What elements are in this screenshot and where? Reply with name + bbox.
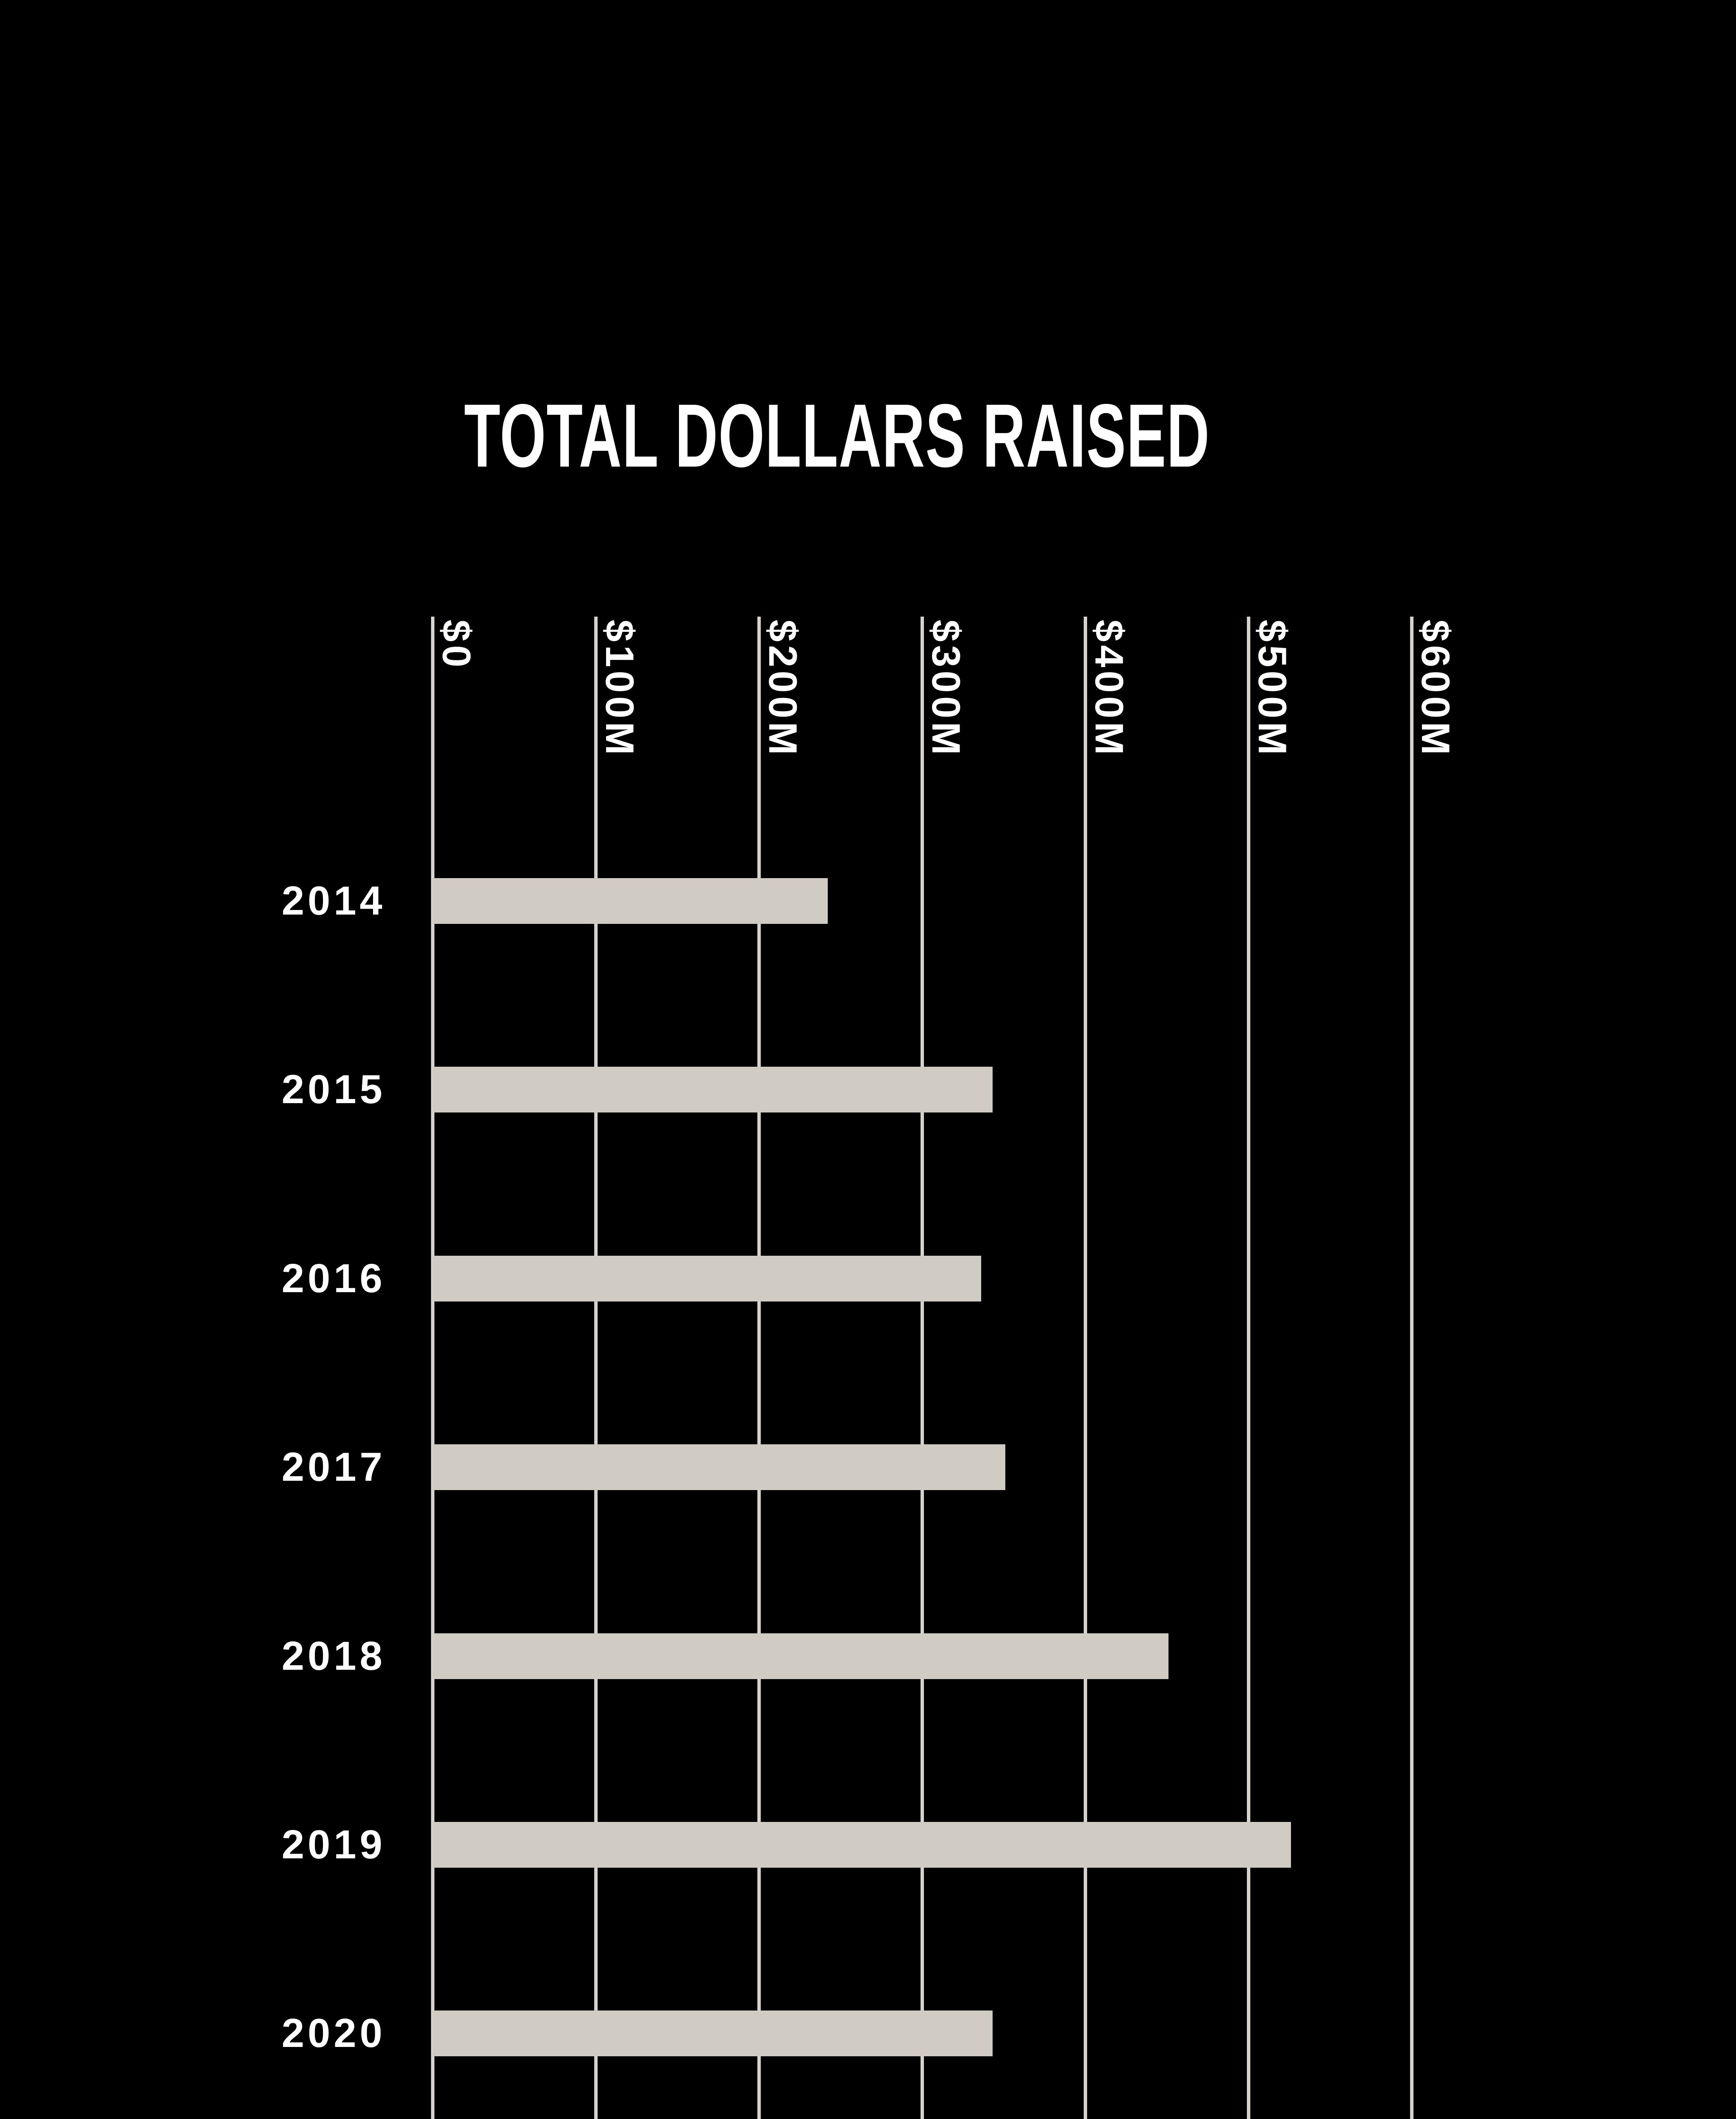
x-axis-tick-label: $200M (761, 620, 805, 759)
year-label: 2018 (281, 1633, 386, 1679)
gridline (431, 617, 434, 2119)
gridline (757, 617, 761, 2119)
bar-2020 (433, 2011, 993, 2056)
bar-2019 (433, 1822, 1291, 1868)
year-label: 2017 (281, 1444, 386, 1490)
chart-title: TOTAL DOLLARS RAISED (464, 385, 1210, 486)
x-axis-tick-label: $300M (924, 620, 968, 759)
gridline (1410, 617, 1413, 2119)
year-label: 2020 (281, 2011, 386, 2056)
x-axis-tick-label: $0 (434, 620, 479, 671)
gridline (1084, 617, 1087, 2119)
bar-2016 (433, 1256, 981, 1301)
year-label: 2016 (281, 1256, 386, 1301)
bar-2018 (433, 1633, 1168, 1679)
year-label: 2019 (281, 1822, 386, 1867)
x-axis-tick-label: $500M (1250, 620, 1295, 759)
bar-2015 (433, 1067, 993, 1112)
gridline (1247, 617, 1250, 2119)
year-label: 2015 (281, 1067, 386, 1112)
year-label: 2014 (281, 878, 386, 923)
x-axis-tick-label: $600M (1413, 620, 1458, 759)
x-axis-tick-label: $100M (598, 620, 642, 759)
bar-2017 (433, 1444, 1005, 1490)
gridline (921, 617, 924, 2119)
gridline (594, 617, 598, 2119)
bar-2014 (433, 878, 828, 924)
x-axis-tick-label: $400M (1087, 620, 1132, 759)
